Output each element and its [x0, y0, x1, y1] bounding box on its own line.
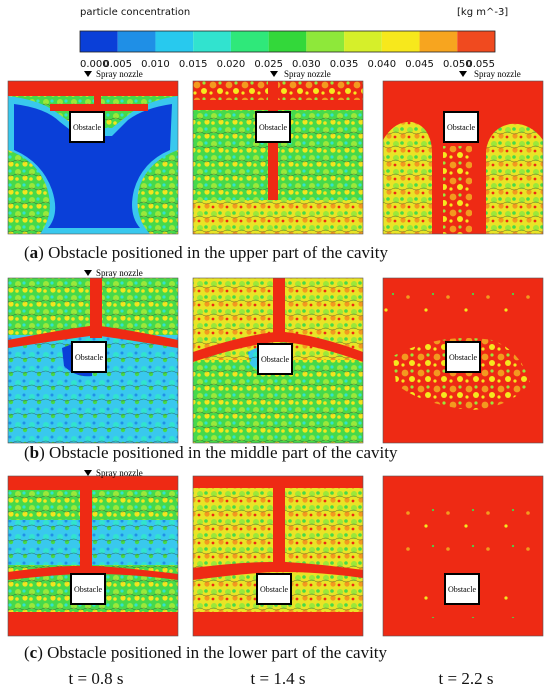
colorbar-segment	[419, 31, 458, 52]
nozzle-a-t22: Spray nozzle	[459, 69, 521, 79]
colorbar-tick-label: 0.015	[179, 59, 208, 70]
nozzle-c: Spray nozzle	[84, 468, 143, 478]
legend-title: particle concentration	[80, 7, 190, 18]
colorbar-segment	[193, 31, 231, 52]
panel-c-t22	[382, 475, 544, 637]
obstacle-b-t14: Obstacle	[257, 343, 293, 375]
panel-c-t08	[7, 475, 179, 637]
colorbar-tick-label: 0.050	[443, 59, 472, 70]
obstacle-label: Obstacle	[447, 123, 475, 132]
nozzle-b: Spray nozzle	[84, 268, 143, 278]
colorbar-tick-label: 0.020	[217, 59, 246, 70]
row-a	[7, 80, 544, 235]
panel-a-t22	[382, 80, 544, 235]
obstacle-a-t22: Obstacle	[443, 111, 479, 143]
nozzle-a-t08: Spray nozzle	[84, 69, 143, 79]
row-c	[7, 475, 544, 637]
nozzle-label: Spray nozzle	[96, 268, 143, 278]
obstacle-b-t08: Obstacle	[71, 341, 107, 373]
colorbar-segment	[268, 31, 307, 52]
colorbar-tick-label: 0.055	[466, 59, 495, 70]
legend-unit: [kg m^-3]	[457, 7, 508, 18]
obstacle-label: Obstacle	[75, 353, 103, 362]
time-label-1: t = 0.8 s	[69, 669, 124, 688]
obstacle-c-t14: Obstacle	[256, 573, 292, 605]
colorbar-tick-label: 0.035	[330, 59, 359, 70]
colorbar-tick-label: 0.040	[367, 59, 396, 70]
time-label-3: t = 2.2 s	[439, 669, 494, 688]
obstacle-label: Obstacle	[74, 585, 102, 594]
time-label-2: t = 1.4 s	[251, 669, 306, 688]
obstacle-b-t22: Obstacle	[445, 341, 481, 373]
colorbar-segment	[230, 31, 269, 52]
obstacle-a-t08: Obstacle	[69, 111, 105, 143]
colorbar-segment	[306, 31, 345, 52]
colorbar-segment	[117, 31, 156, 52]
colorbar-tick-label: 0.030	[292, 59, 321, 70]
nozzle-triangle-icon	[84, 71, 92, 77]
obstacle-label: Obstacle	[261, 355, 289, 364]
obstacle-c-t08: Obstacle	[70, 573, 106, 605]
panel-c-t14	[192, 475, 364, 637]
nozzle-triangle-icon	[270, 71, 278, 77]
obstacle-label: Obstacle	[73, 123, 101, 132]
colorbar-tick-label: 0.005	[103, 59, 132, 70]
nozzle-label: Spray nozzle	[284, 69, 331, 79]
nozzle-triangle-icon	[84, 270, 92, 276]
nozzle-label: Spray nozzle	[96, 69, 143, 79]
obstacle-c-t22: Obstacle	[444, 573, 480, 605]
panel-a-t14	[192, 80, 364, 235]
nozzle-label: Spray nozzle	[96, 468, 143, 478]
obstacle-a-t14: Obstacle	[255, 111, 291, 143]
colorbar-tick-label: 0.045	[405, 59, 434, 70]
obstacle-label: Obstacle	[259, 123, 287, 132]
caption-a: (a) Obstacle positioned in the upper par…	[24, 243, 388, 262]
colorbar-tick-label: 0.000	[80, 59, 109, 70]
panel-a-t08	[7, 80, 179, 235]
colorbar	[79, 30, 496, 53]
colorbar-outline	[79, 30, 496, 53]
colorbar-tick-label: 0.010	[141, 59, 170, 70]
nozzle-markers: Spray nozzle Spray nozzle Spray nozzle S…	[84, 69, 521, 478]
colorbar-segment	[381, 31, 420, 52]
nozzle-triangle-icon	[459, 71, 467, 77]
nozzle-a-t14: Spray nozzle	[270, 69, 331, 79]
nozzle-label: Spray nozzle	[474, 69, 521, 79]
colorbar-segment	[457, 31, 495, 52]
colorbar-segment	[344, 31, 382, 52]
nozzle-triangle-icon	[84, 470, 92, 476]
obstacle-label: Obstacle	[448, 585, 476, 594]
obstacle-label: Obstacle	[449, 353, 477, 362]
obstacles: Obstacle Obstacle Obstacle Obstacle Obst…	[69, 111, 481, 605]
caption-c: (c) Obstacle positioned in the lower par…	[24, 643, 388, 662]
colorbar-segment	[155, 31, 194, 52]
colorbar-segment	[80, 31, 118, 52]
obstacle-label: Obstacle	[260, 585, 288, 594]
caption-b: (b) Obstacle positioned in the middle pa…	[24, 443, 398, 462]
colorbar-tick-label: 0.025	[254, 59, 283, 70]
